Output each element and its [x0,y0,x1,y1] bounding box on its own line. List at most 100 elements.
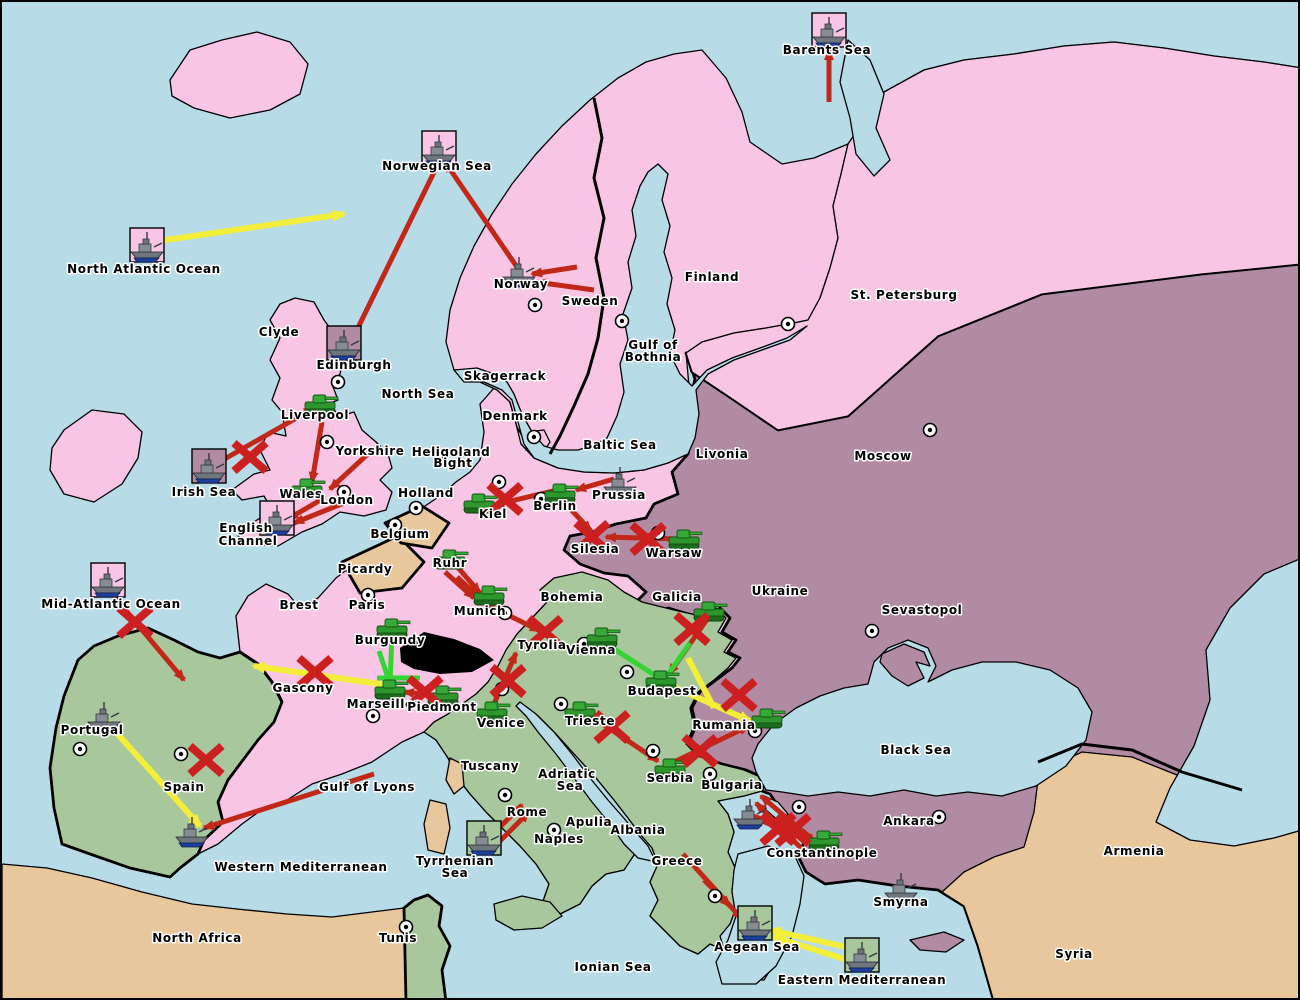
label-ukraine: Ukraine [752,584,809,598]
unit-army-berlin[interactable] [544,483,579,504]
region-crimea[interactable] [879,643,931,687]
fleet-ship-icon [603,467,637,498]
unit-army-serbia[interactable] [654,758,689,779]
support-line-green [603,640,661,681]
unit-fleet-barents-sea[interactable] [811,12,847,48]
region-cyprus[interactable] [909,931,965,953]
army-tank-icon [751,708,786,729]
unit-army-vienna[interactable] [586,627,621,648]
region-sicily[interactable] [493,895,563,931]
label-edinburgh: Edinburgh [316,358,391,372]
army-tank-icon [473,585,508,606]
unit-army-ruhr[interactable] [434,549,469,570]
region-ireland[interactable] [49,409,143,503]
unit-army-kiel[interactable] [463,493,498,514]
supply-center-dot [707,888,723,904]
unit-fleet-prussia[interactable] [603,467,637,498]
label-sweden: Sweden [562,294,619,308]
supply-center-dot [533,491,549,507]
region-north-africa[interactable] [2,863,407,1000]
unit-army-liverpool[interactable] [304,394,339,415]
unit-army-venice[interactable] [476,701,511,722]
unit-fleet-norwegian-sea[interactable] [421,130,457,166]
army-tank-icon [374,679,409,700]
label-eastern-mediterranean: Eastern Mediterranean [778,973,946,987]
label-armenia: Armenia [1104,844,1165,858]
region-iceland[interactable] [169,31,309,119]
order-arrow-red [484,601,542,634]
unit-fleet-norway[interactable] [502,257,536,288]
army-tank-icon [304,394,339,415]
unit-fleet-north-atlantic-ocean[interactable] [129,227,165,263]
failed-orders-layer [116,439,812,848]
failed-order-x [681,733,719,769]
region-picardy[interactable] [340,534,426,595]
unit-fleet-irish-sea[interactable] [191,448,227,484]
label-london: London [320,493,373,507]
unit-fleet-bulgaria-south-coast[interactable] [733,799,767,830]
unit-army-marseilles[interactable] [374,679,409,700]
region-tunis[interactable] [402,893,452,1000]
label-prussia: Prussia [592,488,646,502]
region-st-petersburg-north[interactable] [685,41,1300,431]
label-greece: Greece [652,854,703,868]
unit-fleet-edinburgh[interactable] [326,325,362,361]
failed-order-x [486,481,524,517]
label-galicia: Galicia [652,590,702,604]
label-ionian-sea: Ionian Sea [574,960,651,974]
label-smyrna: Smyrna [873,895,928,909]
unit-army-wales[interactable] [291,478,326,499]
unit-army-warsaw[interactable] [668,529,703,550]
unit-fleet-tyrrhenian-sea[interactable] [466,820,502,856]
labels-layer: North Atlantic Ocean Norwegian Sea Barents… [40,42,1166,989]
unit-army-rumania[interactable] [751,708,786,729]
supply-center-dot [702,766,718,782]
supply-center-dot [864,623,880,639]
supply-center-dot [931,809,947,825]
fleet-ship-icon [733,799,767,830]
label-north-atlantic-ocean: North Atlantic Ocean [67,262,221,276]
label-bight: Bight [433,456,472,470]
label-venice: Venice [477,716,525,730]
order-arrow-red [349,160,442,342]
label-moscow: Moscow [854,449,911,463]
supply-center-dot [360,587,376,603]
region-britain[interactable] [231,297,393,547]
failed-order-x [231,439,269,475]
label-aegean-sea: Aegean Sea [714,940,800,954]
region-sardinia[interactable] [423,799,451,855]
unit-fleet-aegean-sea[interactable] [737,905,773,941]
region-corsica[interactable] [445,757,465,795]
supply-centers-layer [72,297,947,935]
army-tank-icon [376,618,411,639]
fleet-ship-icon [175,817,209,848]
label-bothnia: Bothnia [625,350,682,364]
supply-center-dot [398,919,414,935]
label-sevastopol: Sevastopol [882,603,963,617]
unit-army-burgundy[interactable] [376,618,411,639]
unit-army-trieste[interactable] [564,701,599,722]
label-portugal: Portugal [61,723,124,737]
failed-order-x [489,663,527,699]
fleet-ship-icon [502,257,536,288]
order-arrow-yellow [771,934,855,965]
unit-fleet-smyrna[interactable] [884,873,918,904]
label-naples: Naples [534,832,584,846]
label-norwegian-sea: Norwegian Sea [382,159,492,173]
unit-fleet-eastern-mediterranean[interactable] [844,937,880,973]
label-denmark: Denmark [482,409,548,423]
unit-fleet-portugal[interactable] [87,702,121,733]
label-paris: Paris [349,598,386,612]
fleet-ship-icon [130,232,164,263]
label-finland: Finland [685,270,739,284]
unit-fleet-spain-south-coast[interactable] [175,817,209,848]
unit-army-munich[interactable] [473,585,508,606]
region-iberia[interactable] [48,626,284,879]
unit-fleet-english-channel[interactable] [259,500,295,536]
unit-fleet-mid-atlantic-ocean[interactable] [90,562,126,598]
supply-center-dot [497,787,513,803]
unit-army-budapest[interactable] [645,670,680,691]
supply-center-dot [614,313,630,329]
label-bulgaria: Bulgaria [701,778,762,792]
